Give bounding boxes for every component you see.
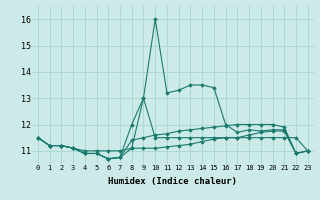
- X-axis label: Humidex (Indice chaleur): Humidex (Indice chaleur): [108, 177, 237, 186]
